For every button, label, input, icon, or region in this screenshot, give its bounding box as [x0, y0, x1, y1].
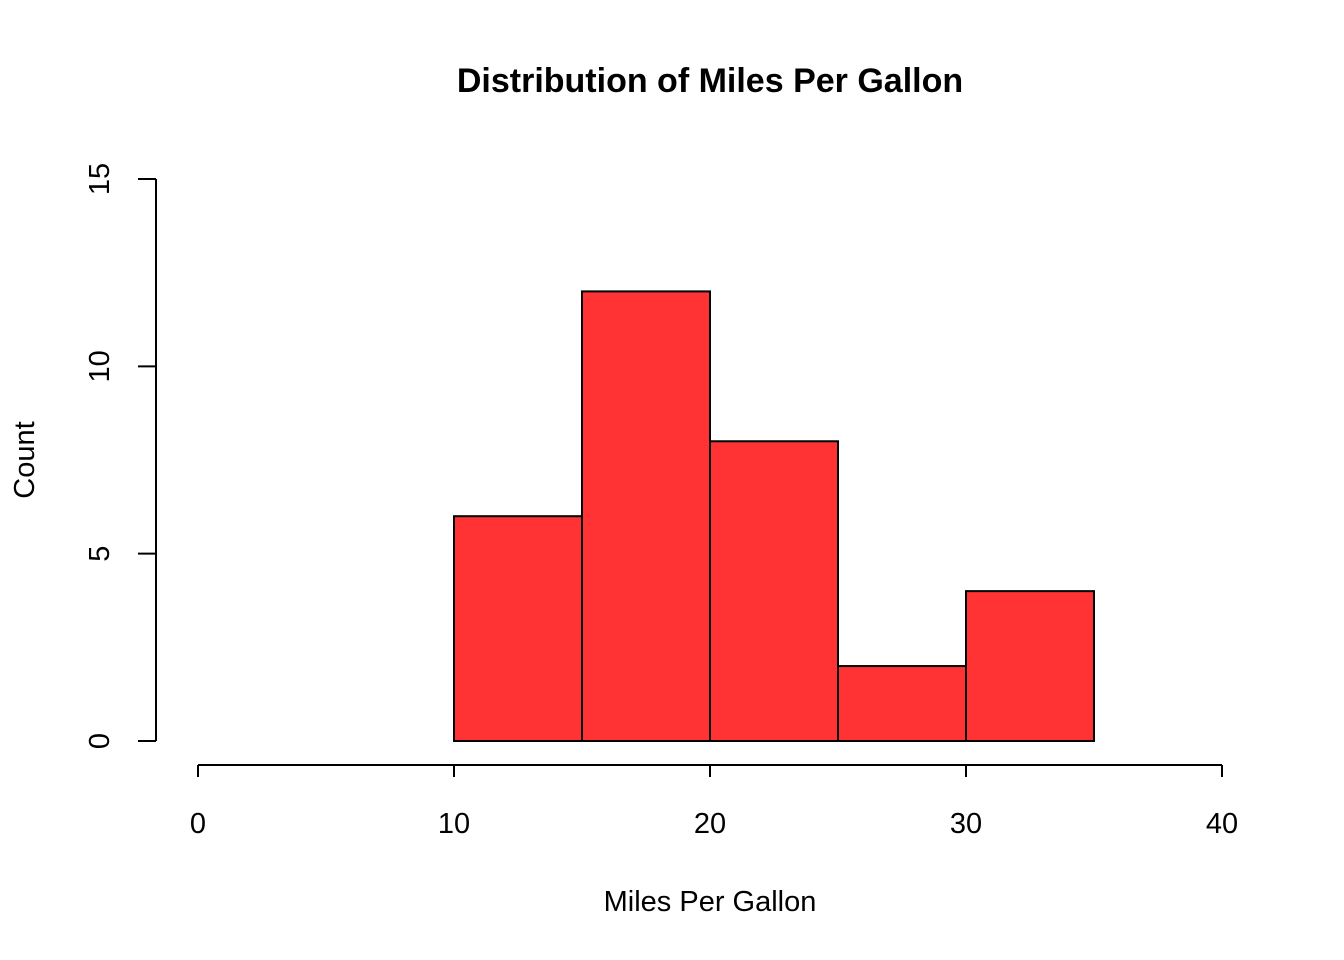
- y-axis-label: Count: [9, 421, 41, 498]
- y-tick-label: 5: [84, 546, 116, 562]
- histogram-bar-25-30: [837, 665, 967, 742]
- chart-title: Distribution of Miles Per Gallon: [457, 62, 963, 100]
- x-tick-label: 40: [1206, 808, 1238, 840]
- x-tick-label: 0: [190, 808, 206, 840]
- y-tick-label: 15: [84, 163, 116, 195]
- histogram-bar-10-15: [453, 515, 583, 743]
- histogram-bar-30-35: [965, 590, 1095, 743]
- x-axis: 0 10 20 30 40: [190, 764, 1238, 840]
- y-tick-label: 0: [84, 733, 116, 749]
- y-tick-label: 10: [84, 350, 116, 382]
- histogram-bar-15-20: [581, 290, 711, 742]
- bars-group: [453, 290, 1095, 743]
- x-axis-label: Miles Per Gallon: [604, 886, 817, 918]
- x-tick-label: 30: [950, 808, 982, 840]
- y-axis: 0 5 10 15: [84, 163, 157, 749]
- x-tick-label: 20: [694, 808, 726, 840]
- histogram-bar-20-25: [709, 440, 839, 742]
- x-tick-label: 10: [438, 808, 470, 840]
